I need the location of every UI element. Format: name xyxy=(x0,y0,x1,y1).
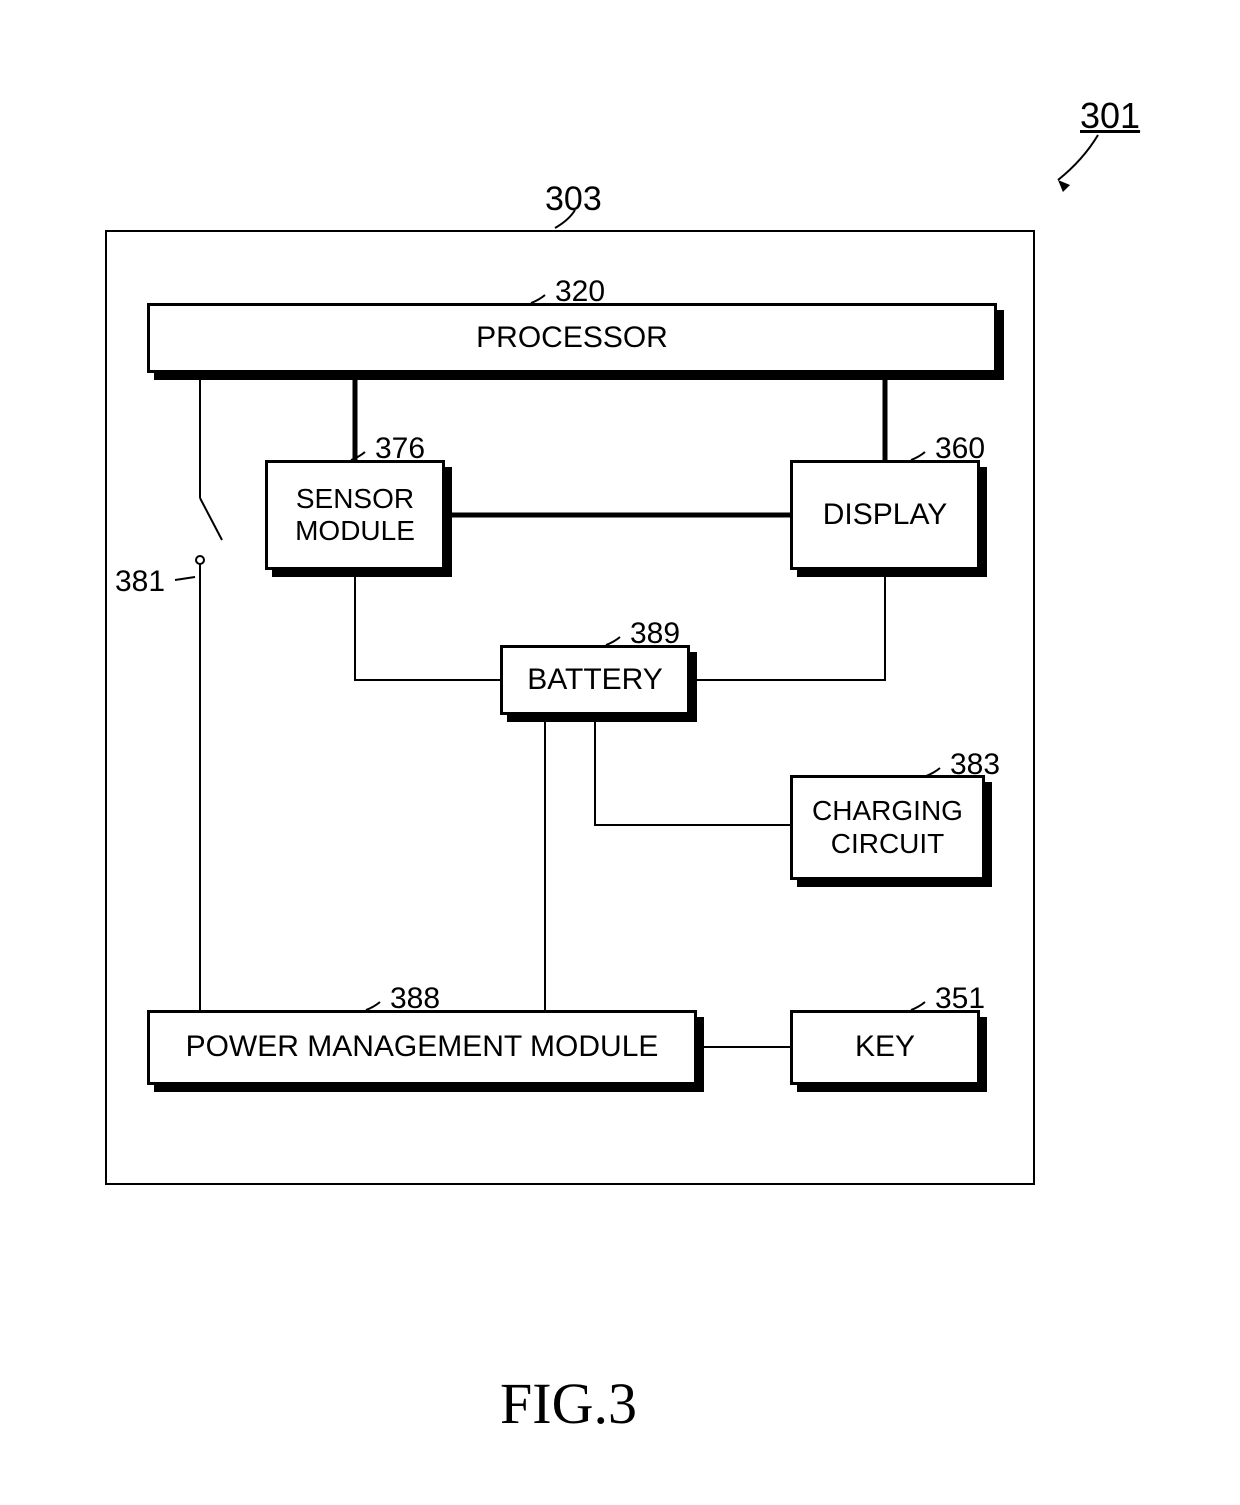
leader-r389 xyxy=(606,637,620,645)
key-shadow xyxy=(797,1085,987,1092)
leader-r360 xyxy=(911,452,925,460)
leader-r301_arrow xyxy=(1058,135,1098,180)
ref-label-360: 360 xyxy=(935,432,985,466)
ref-label-351: 351 xyxy=(935,982,985,1016)
display-shadow xyxy=(797,570,987,577)
ref-label-381: 381 xyxy=(115,565,165,599)
leader-r388 xyxy=(366,1002,380,1010)
battery-shadow xyxy=(507,715,697,722)
ref-label-320: 320 xyxy=(555,275,605,309)
diagram-canvas: PROCESSOR SENSOR MODULE DISPLAY BATTERY CHAR… xyxy=(0,0,1240,1505)
ref-label-383: 383 xyxy=(950,748,1000,782)
figure-caption: FIG.3 xyxy=(500,1370,637,1437)
sensor-box: SENSOR MODULE xyxy=(265,460,445,570)
ref-label-388: 388 xyxy=(390,982,440,1016)
leader-r301_arrow-arrowhead xyxy=(1058,180,1070,192)
ref-label-301: 301 xyxy=(1080,95,1140,137)
ref-label-303: 303 xyxy=(545,180,602,219)
pmm-shadow xyxy=(154,1085,704,1092)
key-shadow xyxy=(980,1017,987,1092)
charging-box: CHARGING CIRCUIT xyxy=(790,775,985,880)
line-battery-to-charging xyxy=(595,715,790,825)
pmm-box: POWER MANAGEMENT MODULE xyxy=(147,1010,697,1085)
processor-shadow xyxy=(154,373,1004,380)
sensor-shadow xyxy=(272,570,452,577)
leader-r351 xyxy=(911,1002,925,1010)
sensor-shadow xyxy=(445,467,452,577)
processor-box: PROCESSOR xyxy=(147,303,997,373)
pmm-shadow xyxy=(697,1017,704,1092)
processor-shadow xyxy=(997,310,1004,380)
ref-label-389: 389 xyxy=(630,617,680,651)
charging-shadow xyxy=(985,782,992,887)
line-switch-arm xyxy=(200,498,222,540)
leader-r320 xyxy=(531,295,545,303)
display-box: DISPLAY xyxy=(790,460,980,570)
leader-r381 xyxy=(175,577,195,580)
display-shadow xyxy=(980,467,987,577)
ref-label-376: 376 xyxy=(375,432,425,466)
key-box: KEY xyxy=(790,1010,980,1085)
battery-shadow xyxy=(690,652,697,722)
connections-layer xyxy=(0,0,1240,1505)
battery-box: BATTERY xyxy=(500,645,690,715)
charging-shadow xyxy=(797,880,992,887)
switch-contact-node xyxy=(196,556,204,564)
